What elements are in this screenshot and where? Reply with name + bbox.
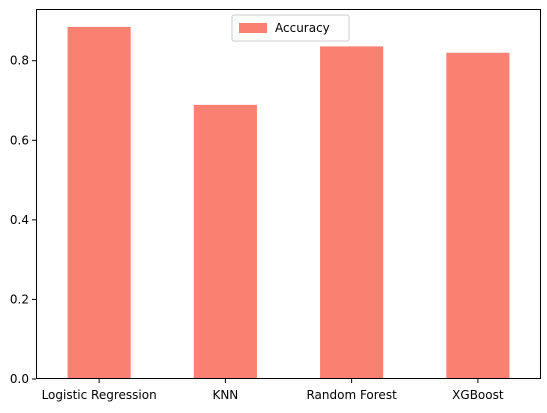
bar-random-forest: [320, 46, 384, 379]
plot-frame: [36, 9, 541, 379]
y-tick-label: 0.4: [10, 213, 29, 227]
bar-logistic-regression: [67, 26, 131, 379]
y-axis-ticks: 0.0 0.2 0.4 0.6 0.8: [10, 54, 36, 386]
x-tick-label: Logistic Regression: [42, 388, 157, 402]
legend-label-accuracy: Accuracy: [275, 21, 330, 35]
x-axis-ticks: Logistic Regression KNN Random Forest XGBoo…: [42, 379, 504, 402]
legend-box: [231, 14, 350, 42]
bar-xgboost: [446, 52, 510, 380]
y-tick-label: 0.6: [10, 133, 29, 147]
x-tick-label: XGBoost: [452, 388, 504, 402]
y-tick-label: 0.2: [10, 292, 29, 306]
bar-knn: [193, 104, 257, 380]
legend: Accuracy: [231, 14, 350, 42]
y-tick-label: 0.8: [10, 54, 29, 68]
legend-swatch-accuracy: [239, 23, 267, 33]
bars: [67, 26, 510, 380]
x-tick-label: KNN: [212, 388, 238, 402]
y-tick-label: 0.0: [10, 372, 29, 386]
x-tick-label: Random Forest: [306, 388, 397, 402]
